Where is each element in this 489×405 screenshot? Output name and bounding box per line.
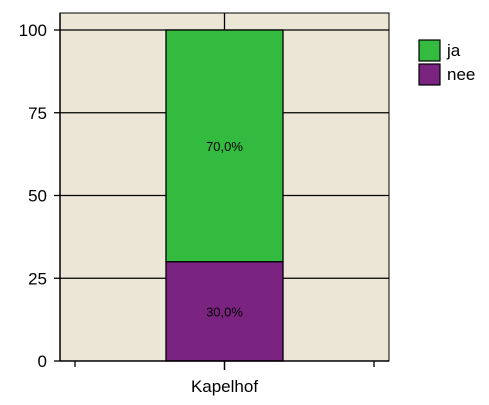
x-tick-label: Kapelhof — [191, 377, 258, 396]
axes: 0 25 50 75 100 Kapelhof — [19, 13, 389, 396]
legend-label: nee — [447, 65, 475, 84]
legend-swatch-nee — [418, 63, 441, 86]
data-label: 70,0% — [206, 139, 243, 154]
y-tick-label: 100 — [19, 21, 47, 40]
legend-label: ja — [446, 41, 461, 60]
y-tick-label: 75 — [28, 104, 47, 123]
legend: ja nee — [418, 39, 475, 86]
legend-swatch-ja — [418, 39, 441, 62]
y-tick-label: 25 — [28, 269, 47, 288]
y-tick-label: 0 — [38, 352, 47, 371]
bars: 30,0% 70,0% — [165, 29, 284, 362]
bar-segment-ja — [165, 29, 284, 263]
data-label: 30,0% — [206, 304, 243, 319]
y-tick-label: 50 — [28, 187, 47, 206]
